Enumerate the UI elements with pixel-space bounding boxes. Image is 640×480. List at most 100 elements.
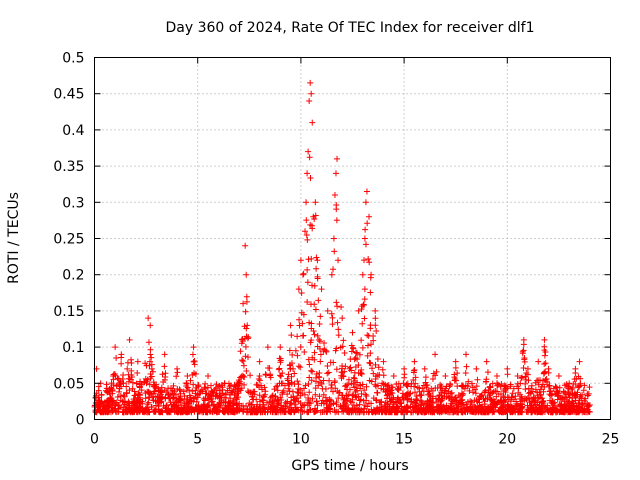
data-point [512,393,519,400]
data-point [187,407,194,414]
data-point [322,398,329,405]
data-point [308,325,315,332]
data-point [128,359,135,366]
data-point [134,409,141,416]
data-point [563,381,570,388]
data-point [541,352,548,359]
data-point [243,298,250,305]
data-point [412,400,419,407]
data-point [334,319,341,326]
data-point [527,389,534,396]
data-point [428,385,435,392]
data-point [269,409,276,416]
data-point [297,257,304,264]
data-point [458,382,465,389]
data-point [316,393,323,400]
data-point [352,354,359,361]
data-point [309,354,316,361]
data-point [495,407,502,414]
data-point [317,313,324,320]
data-point [276,380,283,387]
data-point [430,370,437,377]
data-point [333,408,340,415]
data-point [335,389,342,396]
data-point [330,359,337,366]
data-point [135,390,142,397]
data-point [145,339,152,346]
data-point [256,373,263,380]
data-point [279,370,286,377]
data-point [312,306,319,313]
data-point [468,380,475,387]
data-point [576,383,583,390]
data-point [308,377,315,384]
data-point [227,407,234,414]
data-point [458,397,465,404]
data-point [288,379,295,386]
data-point [145,389,152,396]
x-tick-label: 5 [193,432,202,448]
data-point [162,370,169,377]
data-point [510,406,517,413]
data-point [313,265,320,272]
data-point [550,400,557,407]
data-point [301,391,308,398]
data-point [574,408,581,415]
data-point [306,361,313,368]
data-point [287,365,294,372]
data-point [114,394,121,401]
data-point [181,392,188,399]
data-point [106,385,113,392]
data-point [192,387,199,394]
data-point [493,393,500,400]
data-point [537,409,544,416]
data-point [238,357,245,364]
data-point [260,394,267,401]
data-point [291,370,298,377]
data-point [490,388,497,395]
data-point [347,364,354,371]
data-point [422,379,429,386]
data-point [308,367,315,374]
data-point [309,119,316,126]
data-point [267,394,274,401]
data-point [202,380,209,387]
data-point [566,400,573,407]
data-point [295,286,302,293]
data-point [361,315,368,322]
data-point [471,386,478,393]
data-point [177,390,184,397]
data-point [219,386,226,393]
data-point [497,397,504,404]
data-point [285,408,292,415]
data-point [340,408,347,415]
data-point [403,382,410,389]
data-point [256,405,263,412]
data-point [399,408,406,415]
data-point [158,388,165,395]
data-point [330,266,337,273]
data-point [295,407,302,414]
data-point [350,402,357,409]
data-point [372,381,379,388]
data-point [350,374,357,381]
data-point [316,374,323,381]
data-point [228,389,235,396]
data-point [437,381,444,388]
data-point [557,396,564,403]
data-point [487,384,494,391]
data-point [284,391,291,398]
data-point [112,344,119,351]
data-point [312,391,319,398]
data-point [404,404,411,411]
data-point [340,337,347,344]
data-point [108,396,115,403]
data-point [493,373,500,380]
data-point [440,403,447,410]
data-point [211,405,218,412]
data-point [148,365,155,372]
data-point [313,254,320,261]
data-point [315,382,322,389]
data-point [145,406,152,413]
data-point [359,320,366,327]
